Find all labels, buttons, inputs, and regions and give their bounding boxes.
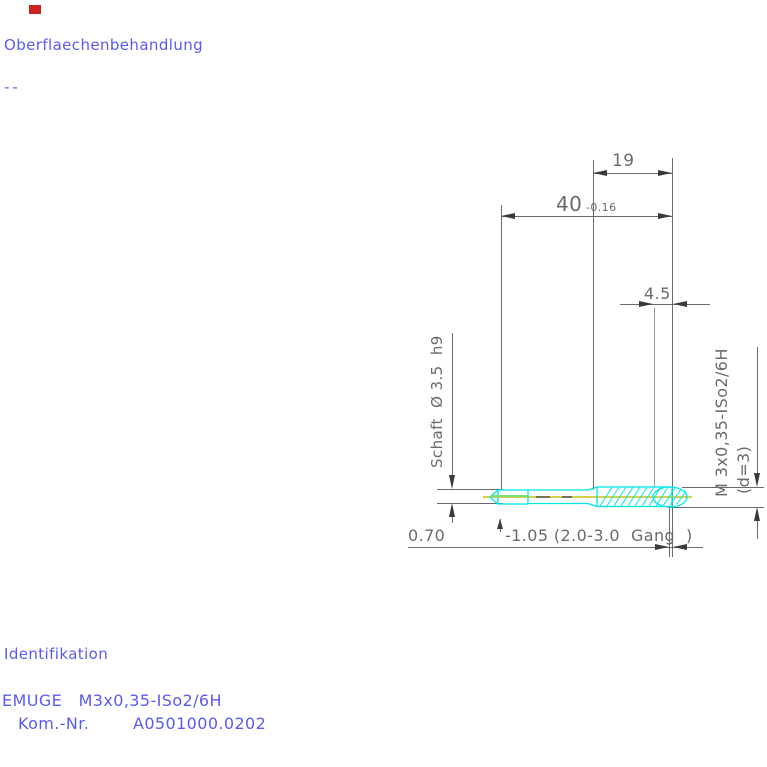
ext-line-thread-start [593, 160, 594, 490]
arrow-thread-dia-bottom [754, 507, 760, 521]
shaft-dia-ext-top [437, 489, 503, 490]
tap-square-end-chamfer [489, 489, 499, 505]
thread-core-diameter-label: (d=3) [734, 445, 753, 494]
tap-taper-bottom [587, 502, 598, 508]
arrow-45-left [639, 301, 653, 307]
dim-lead-length: 4.5 [644, 284, 671, 303]
dim-overall-length: 40 [556, 192, 583, 216]
arrow-shaft-dia-top [449, 475, 455, 489]
ext-line-lead-start [654, 308, 655, 487]
dim-chamfer-value: 0.70 [408, 526, 446, 545]
dim-overall-length-tolerance: -0.16 [586, 201, 617, 214]
tap-taper-top [587, 486, 598, 491]
tool-designation: EMUGE M3x0,35-ISo2/6H [2, 691, 222, 710]
arrow-thread-dia-top [754, 473, 760, 487]
dim-chamfer-range: -1.05 (2.0-3.0 Gang ) [505, 526, 693, 545]
dim-line-40 [501, 216, 672, 217]
dim-line-19 [593, 173, 672, 174]
arrow-40-left [501, 213, 515, 219]
ext-line-right-end [672, 158, 673, 557]
tap-drawing [483, 486, 692, 508]
dim-line-chamfer [408, 547, 703, 548]
shaft-dia-ext-bottom [437, 503, 503, 504]
arrow-19-left [593, 170, 607, 176]
arrow-40-right [658, 213, 672, 219]
arrow-chamfer-left [655, 544, 669, 550]
arrow-19-right [658, 170, 672, 176]
tap-thread-hatch [599, 486, 687, 507]
thread-dia-ext-bottom [668, 507, 764, 508]
red-marker [29, 5, 41, 14]
shaft-diameter-label: Schaft Ø 3.5 h9 [428, 335, 446, 468]
kom-nr-value: A0501000.0202 [133, 714, 267, 733]
kom-nr-label: Kom.-Nr. [18, 714, 90, 733]
shaft-label-leader-tail [452, 517, 453, 523]
arrow-45-right [673, 301, 687, 307]
dim-thread-length: 19 [612, 151, 635, 171]
ext-line-chamfer [669, 508, 670, 557]
shaft-label-leader [452, 333, 453, 475]
thread-dia-ext-top [682, 487, 764, 488]
thread-spec-label: M 3x0,35-ISo2/6H [712, 348, 731, 497]
thread-label-leader [757, 347, 758, 473]
identification-heading: Identifikation [4, 645, 109, 663]
ext-line-left-40 [501, 205, 502, 490]
arrow-chamfer-tick [497, 519, 503, 529]
dim-line-4-5 [620, 304, 710, 305]
surface-treatment-label: Oberflaechenbehandlung [4, 36, 204, 54]
arrow-shaft-dia-bottom [449, 503, 455, 517]
thread-label-leader-tail [757, 521, 758, 539]
surface-treatment-value: -- [4, 78, 21, 96]
tap-tip [652, 486, 688, 508]
arrow-chamfer-right [673, 544, 687, 550]
tap-thread-section [596, 486, 673, 508]
